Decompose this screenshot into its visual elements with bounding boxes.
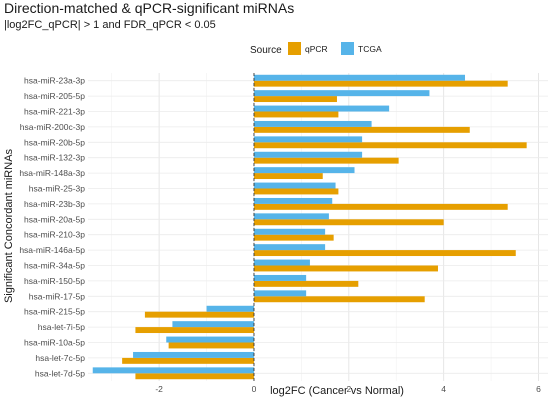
bar-qpcr-hsa-miR-34a-5p (253, 265, 438, 272)
legend-swatch-tcga (341, 42, 354, 55)
bar-qpcr-hsa-miR-23a-3p (253, 80, 508, 87)
y-tick-label: hsa-miR-205-5p (24, 91, 85, 101)
y-tick-label: hsa-miR-210-3p (24, 230, 85, 240)
bar-tcga-hsa-miR-205-5p (253, 90, 430, 97)
bar-qpcr-hsa-let-7i-5p (135, 327, 254, 334)
bar-tcga-hsa-miR-23b-3p (253, 197, 333, 204)
bar-tcga-hsa-miR-148a-3p (253, 167, 355, 174)
bar-tcga-hsa-miR-146a-5p (253, 244, 326, 251)
y-tick-label: hsa-miR-132-3p (24, 153, 85, 163)
bar-qpcr-hsa-miR-215-5p (144, 311, 254, 318)
bar-qpcr-hsa-miR-210-3p (253, 234, 334, 241)
bars (92, 73, 527, 381)
x-tick-label: 4 (441, 384, 446, 394)
bar-tcga-hsa-miR-210-3p (253, 228, 326, 235)
bar-tcga-hsa-miR-221-3p (253, 105, 390, 112)
bar-qpcr-hsa-miR-205-5p (253, 96, 337, 103)
y-tick-label: hsa-miR-20a-5p (24, 214, 85, 224)
y-tick-label: hsa-miR-221-3p (24, 107, 85, 117)
y-tick-label: hsa-let-7d-5p (35, 368, 85, 378)
bar-tcga-hsa-miR-17-5p (253, 290, 307, 297)
bar-tcga-hsa-miR-34a-5p (253, 259, 310, 266)
bar-qpcr-hsa-let-7c-5p (122, 357, 254, 364)
bar-tcga-hsa-miR-10a-5p (166, 336, 254, 343)
bar-tcga-hsa-let-7c-5p (133, 351, 254, 358)
x-tick-label: 0 (252, 384, 257, 394)
bar-tcga-hsa-miR-132-3p (253, 151, 363, 158)
chart-title: Direction-matched & qPCR-significant miR… (4, 0, 295, 16)
legend-label-qpcr: qPCR (305, 44, 328, 54)
x-axis-title: log2FC (Cancer vs Normal) (270, 385, 404, 397)
y-tick-label: hsa-let-7c-5p (35, 353, 85, 363)
bar-tcga-hsa-let-7i-5p (172, 321, 254, 328)
bar-tcga-hsa-miR-20b-5p (253, 136, 363, 143)
grid-lines (88, 73, 548, 381)
bar-qpcr-hsa-miR-221-3p (253, 111, 339, 118)
bar-tcga-hsa-miR-25-3p (253, 182, 336, 189)
bar-qpcr-hsa-miR-23b-3p (253, 203, 508, 210)
y-axis-title: Significant Concordant miRNAs (3, 148, 15, 303)
y-tick-label: hsa-miR-200c-3p (20, 122, 85, 132)
chart-subtitle: |log2FC_qPCR| > 1 and FDR_qPCR < 0.05 (4, 19, 216, 31)
bar-qpcr-hsa-miR-10a-5p (168, 342, 254, 349)
bar-qpcr-hsa-miR-200c-3p (253, 126, 470, 133)
bar-qpcr-hsa-miR-132-3p (253, 157, 399, 164)
y-tick-label: hsa-miR-20b-5p (24, 137, 85, 147)
y-tick-label: hsa-miR-23b-3p (24, 199, 85, 209)
legend-swatch-qpcr (288, 42, 301, 55)
legend-label-tcga: TCGA (358, 44, 382, 54)
y-tick-labels: hsa-miR-23a-3p hsa-miR-205-5p hsa-miR-221-… (19, 76, 85, 379)
bar-qpcr-hsa-miR-148a-3p (253, 173, 323, 180)
y-tick-label: hsa-miR-148a-3p (19, 168, 85, 178)
y-tick-label: hsa-miR-25-3p (29, 184, 85, 194)
bar-qpcr-hsa-let-7d-5p (135, 373, 254, 380)
plot-panel (88, 73, 548, 381)
bar-qpcr-hsa-miR-17-5p (253, 296, 425, 303)
bar-tcga-hsa-miR-215-5p (206, 305, 254, 312)
y-tick-label: hsa-miR-17-5p (29, 291, 85, 301)
bar-qpcr-hsa-miR-25-3p (253, 188, 339, 195)
y-tick-label: hsa-miR-150-5p (24, 276, 85, 286)
bar-tcga-hsa-miR-20a-5p (253, 213, 329, 220)
bar-tcga-hsa-let-7d-5p (92, 367, 254, 374)
bar-tcga-hsa-miR-150-5p (253, 274, 307, 281)
bar-tcga-hsa-miR-23a-3p (253, 74, 466, 81)
bar-qpcr-hsa-miR-146a-5p (253, 250, 516, 257)
bar-tcga-hsa-miR-200c-3p (253, 120, 372, 127)
bar-qpcr-hsa-miR-20a-5p (253, 219, 444, 226)
legend-title: Source (250, 45, 282, 56)
y-tick-label: hsa-miR-215-5p (24, 307, 85, 317)
y-tick-label: hsa-miR-10a-5p (24, 338, 85, 348)
y-tick-label: hsa-let-7i-5p (38, 322, 86, 332)
y-tick-label: hsa-miR-34a-5p (24, 261, 85, 271)
x-tick-labels: -2 0 2 4 6 (155, 384, 541, 394)
y-tick-label: hsa-miR-146a-5p (19, 245, 85, 255)
x-tick-label: 6 (536, 384, 541, 394)
bar-qpcr-hsa-miR-20b-5p (253, 142, 527, 149)
x-tick-label: -2 (155, 384, 163, 394)
y-tick-label: hsa-miR-23a-3p (24, 76, 85, 86)
x-tick-label: 2 (346, 384, 351, 394)
bar-qpcr-hsa-miR-150-5p (253, 280, 359, 287)
